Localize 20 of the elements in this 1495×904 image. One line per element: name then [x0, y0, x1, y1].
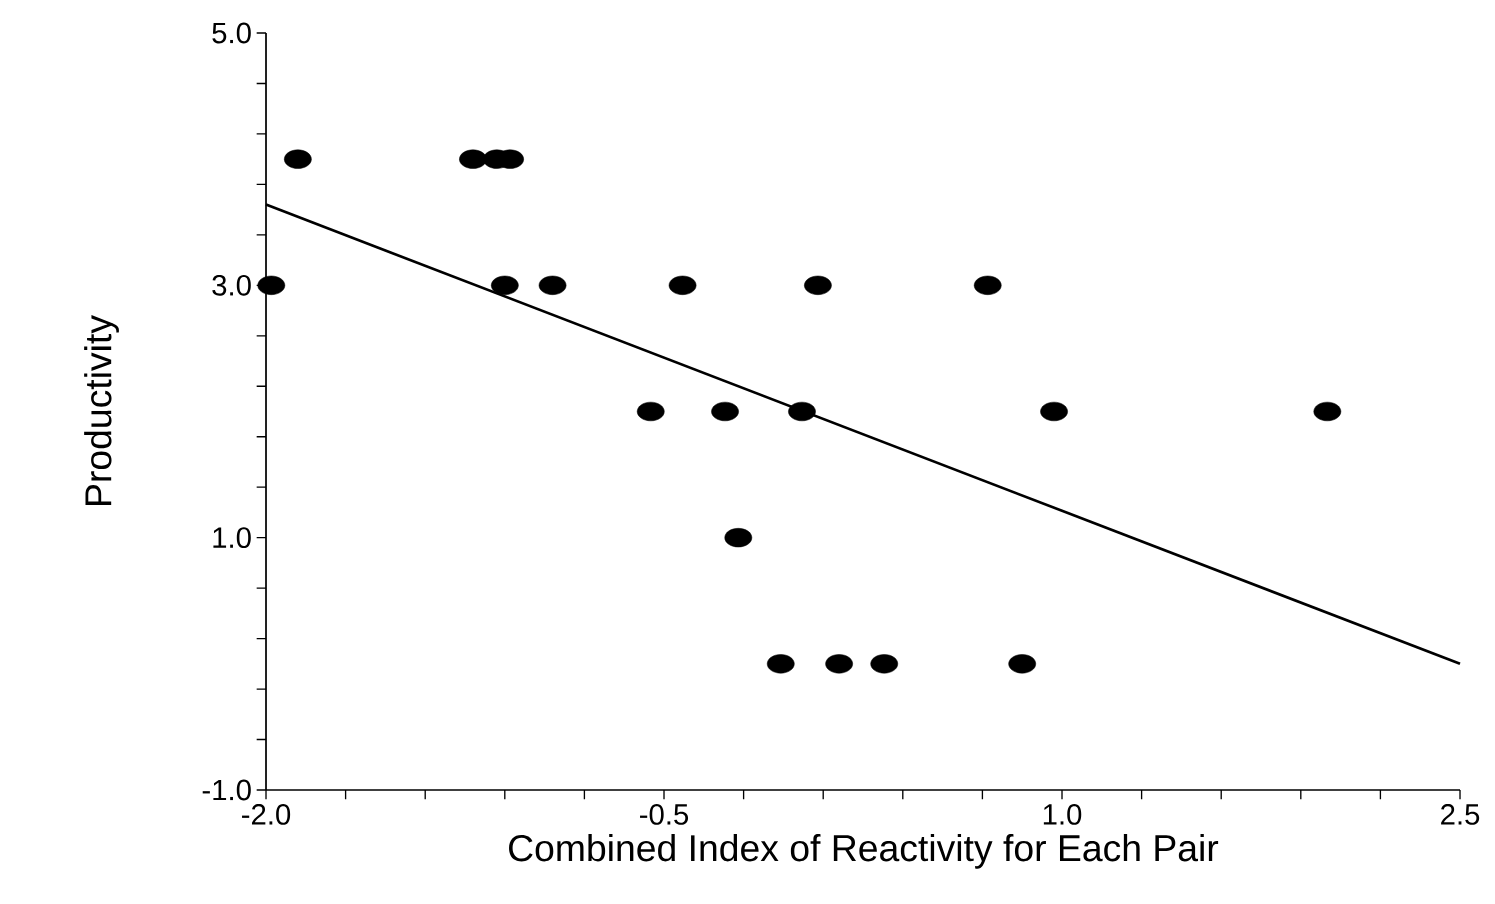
y-tick-label: 5.0: [212, 22, 251, 44]
y-tick-label: 1.0: [213, 527, 251, 549]
point: [459, 149, 487, 169]
point: [711, 401, 739, 422]
point: [825, 654, 853, 674]
x-tick-label: -0.5: [640, 804, 689, 825]
point: [804, 275, 832, 295]
y-tick-label: 3.0: [212, 274, 251, 296]
point: [284, 149, 312, 169]
point: [788, 401, 816, 422]
point: [1040, 401, 1068, 422]
x-tick-label: 2.5: [1441, 804, 1480, 825]
y-axis-title: Productivity: [84, 315, 119, 505]
x-tick-label: 1.0: [1043, 804, 1082, 825]
x-tick-label: -2.0: [242, 804, 291, 825]
point: [636, 401, 665, 422]
point: [491, 275, 519, 295]
x-axis-title: Combined Index of Reactivity for Each Pair: [509, 833, 1219, 869]
point: [1313, 401, 1342, 422]
y-tick-label: -1.0: [202, 779, 251, 801]
